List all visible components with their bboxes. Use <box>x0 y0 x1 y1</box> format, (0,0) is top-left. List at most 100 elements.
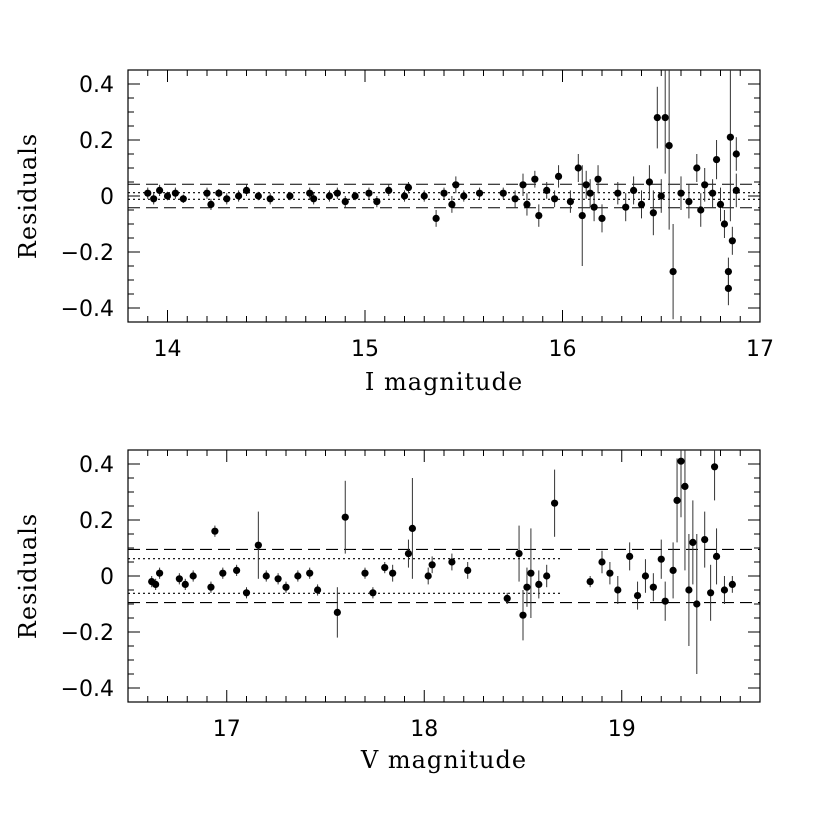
data-point <box>701 181 709 189</box>
data-point <box>720 586 729 594</box>
data-point <box>535 212 543 220</box>
data-point <box>551 499 559 507</box>
data-point <box>693 600 701 608</box>
data-point <box>689 538 697 547</box>
data-point <box>448 200 456 208</box>
data-point <box>503 594 511 603</box>
data-point <box>626 552 634 561</box>
data-point <box>578 212 586 220</box>
data-point <box>598 214 606 222</box>
y-tick-label: −0.2 <box>61 241 114 266</box>
data-point <box>681 482 689 490</box>
data-point <box>665 142 673 150</box>
data-point <box>586 578 594 586</box>
data-point <box>590 203 598 211</box>
y-tick-label: 0.4 <box>79 73 114 98</box>
y-tick-label: −0.2 <box>61 621 114 646</box>
data-point <box>464 566 472 575</box>
data-point <box>203 189 211 197</box>
data-point <box>499 189 507 197</box>
data-point <box>614 586 622 594</box>
data-point <box>385 186 393 194</box>
data-point <box>156 569 164 577</box>
data-point <box>649 583 657 591</box>
data-point <box>219 569 227 577</box>
data-point <box>351 192 359 200</box>
y-tick-label: 0.2 <box>79 509 114 534</box>
y-axis-label: Residuals <box>14 513 42 639</box>
data-layer <box>128 70 760 320</box>
data-point <box>404 184 413 192</box>
data-point <box>586 189 594 197</box>
data-point <box>523 200 531 208</box>
data-point <box>171 189 179 197</box>
data-point <box>724 284 733 292</box>
data-point <box>594 175 602 183</box>
data-point <box>519 611 527 619</box>
data-point <box>606 569 614 577</box>
data-point <box>677 189 685 197</box>
data-point <box>266 195 274 203</box>
data-point <box>622 203 630 211</box>
data-point <box>207 200 215 208</box>
data-point <box>282 583 290 591</box>
data-point <box>254 192 262 200</box>
x-tick-label: 19 <box>608 717 636 742</box>
data-point <box>242 589 251 597</box>
x-tick-label: 15 <box>351 337 379 362</box>
data-point <box>400 192 409 200</box>
data-point <box>657 192 665 200</box>
data-point <box>274 575 282 583</box>
data-point <box>314 586 322 594</box>
data-point <box>630 186 638 194</box>
data-point <box>373 198 381 206</box>
top-panel-i-magnitude: 14 15 16 17 −0.4 −0.2 0 0.2 0.4 I magnitude Residu… <box>14 69 774 396</box>
data-point <box>574 164 582 172</box>
data-point <box>582 181 590 189</box>
data-point <box>653 114 661 122</box>
data-point <box>535 580 543 589</box>
data-point <box>645 178 654 186</box>
data-point <box>381 564 389 572</box>
data-point <box>637 200 646 208</box>
data-point <box>710 463 719 471</box>
data-point <box>440 189 448 197</box>
data-point <box>543 572 551 580</box>
data-point <box>523 583 531 591</box>
data-point <box>181 580 189 589</box>
data-point <box>452 181 460 189</box>
data-point <box>641 572 650 580</box>
y-tick-label: 0.4 <box>79 453 114 478</box>
data-point <box>233 566 241 575</box>
data-point <box>286 192 294 200</box>
data-point <box>333 608 341 617</box>
data-point <box>189 572 197 580</box>
data-point <box>310 195 318 203</box>
data-point <box>732 186 740 194</box>
data-point <box>531 175 539 183</box>
data-point <box>657 555 665 563</box>
data-point <box>685 586 693 594</box>
data-point <box>677 457 685 465</box>
data-point <box>175 575 183 583</box>
data-point <box>633 592 642 600</box>
data-point <box>306 569 314 577</box>
data-point <box>144 189 152 197</box>
data-point <box>420 192 428 200</box>
data-point <box>361 569 369 577</box>
data-point <box>460 192 468 200</box>
data-point <box>341 513 349 521</box>
data-point <box>598 558 606 566</box>
data-point <box>294 572 302 580</box>
data-point <box>341 198 349 206</box>
data-point <box>712 552 721 561</box>
data-point <box>475 189 484 197</box>
data-point <box>551 195 559 203</box>
data-point <box>726 133 734 141</box>
data-point <box>701 536 709 544</box>
data-point <box>179 195 187 203</box>
y-tick-label: 0 <box>100 185 114 210</box>
y-tick-label: 0.2 <box>79 129 114 154</box>
data-point <box>152 580 160 589</box>
data-point <box>669 566 677 575</box>
